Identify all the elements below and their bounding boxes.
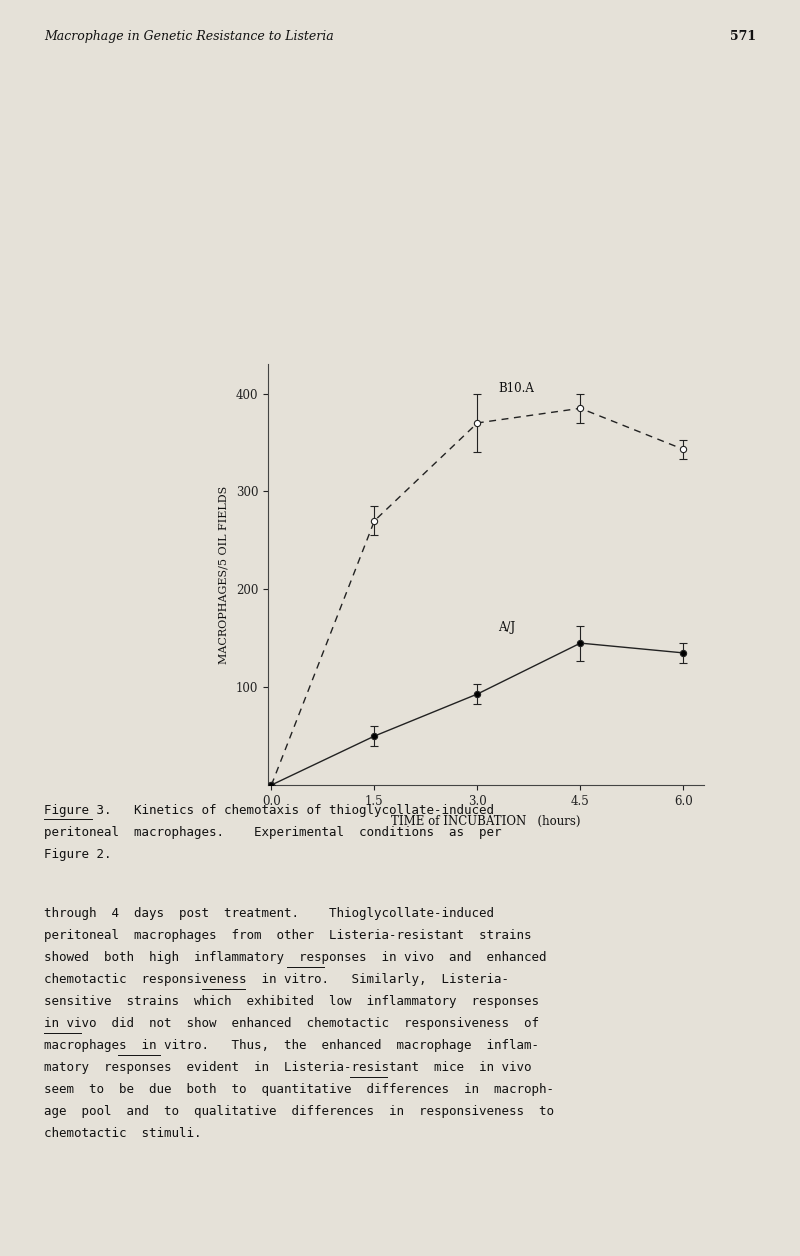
Text: sensitive  strains  which  exhibited  low  inflammatory  responses: sensitive strains which exhibited low in… bbox=[44, 995, 539, 1007]
Text: Macrophage in Genetic Resistance to Listeria: Macrophage in Genetic Resistance to List… bbox=[44, 30, 334, 43]
Text: chemotactic  stimuli.: chemotactic stimuli. bbox=[44, 1127, 202, 1139]
Text: B10.A: B10.A bbox=[498, 382, 534, 394]
Text: in vivo  did  not  show  enhanced  chemotactic  responsiveness  of: in vivo did not show enhanced chemotacti… bbox=[44, 1017, 539, 1030]
Text: age  pool  and  to  qualitative  differences  in  responsiveness  to: age pool and to qualitative differences … bbox=[44, 1105, 554, 1118]
Text: Figure 2.: Figure 2. bbox=[44, 848, 111, 860]
Text: chemotactic  responsiveness  in vitro.   Similarly,  Listeria-: chemotactic responsiveness in vitro. Sim… bbox=[44, 972, 509, 986]
Text: matory  responses  evident  in  Listeria-resistant  mice  in vivo: matory responses evident in Listeria-res… bbox=[44, 1060, 531, 1074]
Text: showed  both  high  inflammatory  responses  in vivo  and  enhanced: showed both high inflammatory responses … bbox=[44, 951, 546, 963]
Text: through  4  days  post  treatment.    Thioglycollate-induced: through 4 days post treatment. Thioglyco… bbox=[44, 907, 494, 919]
Text: peritoneal  macrophages  from  other  Listeria-resistant  strains: peritoneal macrophages from other Lister… bbox=[44, 929, 531, 942]
Text: A/J: A/J bbox=[498, 622, 515, 634]
X-axis label: TIME of INCUBATION   (hours): TIME of INCUBATION (hours) bbox=[391, 815, 581, 828]
Text: peritoneal  macrophages.    Experimental  conditions  as  per: peritoneal macrophages. Experimental con… bbox=[44, 826, 502, 839]
Text: 571: 571 bbox=[730, 30, 756, 43]
Text: macrophages  in vitro.   Thus,  the  enhanced  macrophage  inflam-: macrophages in vitro. Thus, the enhanced… bbox=[44, 1039, 539, 1051]
Text: seem  to  be  due  both  to  quantitative  differences  in  macroph-: seem to be due both to quantitative diff… bbox=[44, 1083, 554, 1095]
Text: Figure 3.   Kinetics of chemotaxis of thioglycollate-induced: Figure 3. Kinetics of chemotaxis of thio… bbox=[44, 804, 494, 816]
Y-axis label: MACROPHAGES/5 OIL FIELDS: MACROPHAGES/5 OIL FIELDS bbox=[219, 486, 229, 663]
